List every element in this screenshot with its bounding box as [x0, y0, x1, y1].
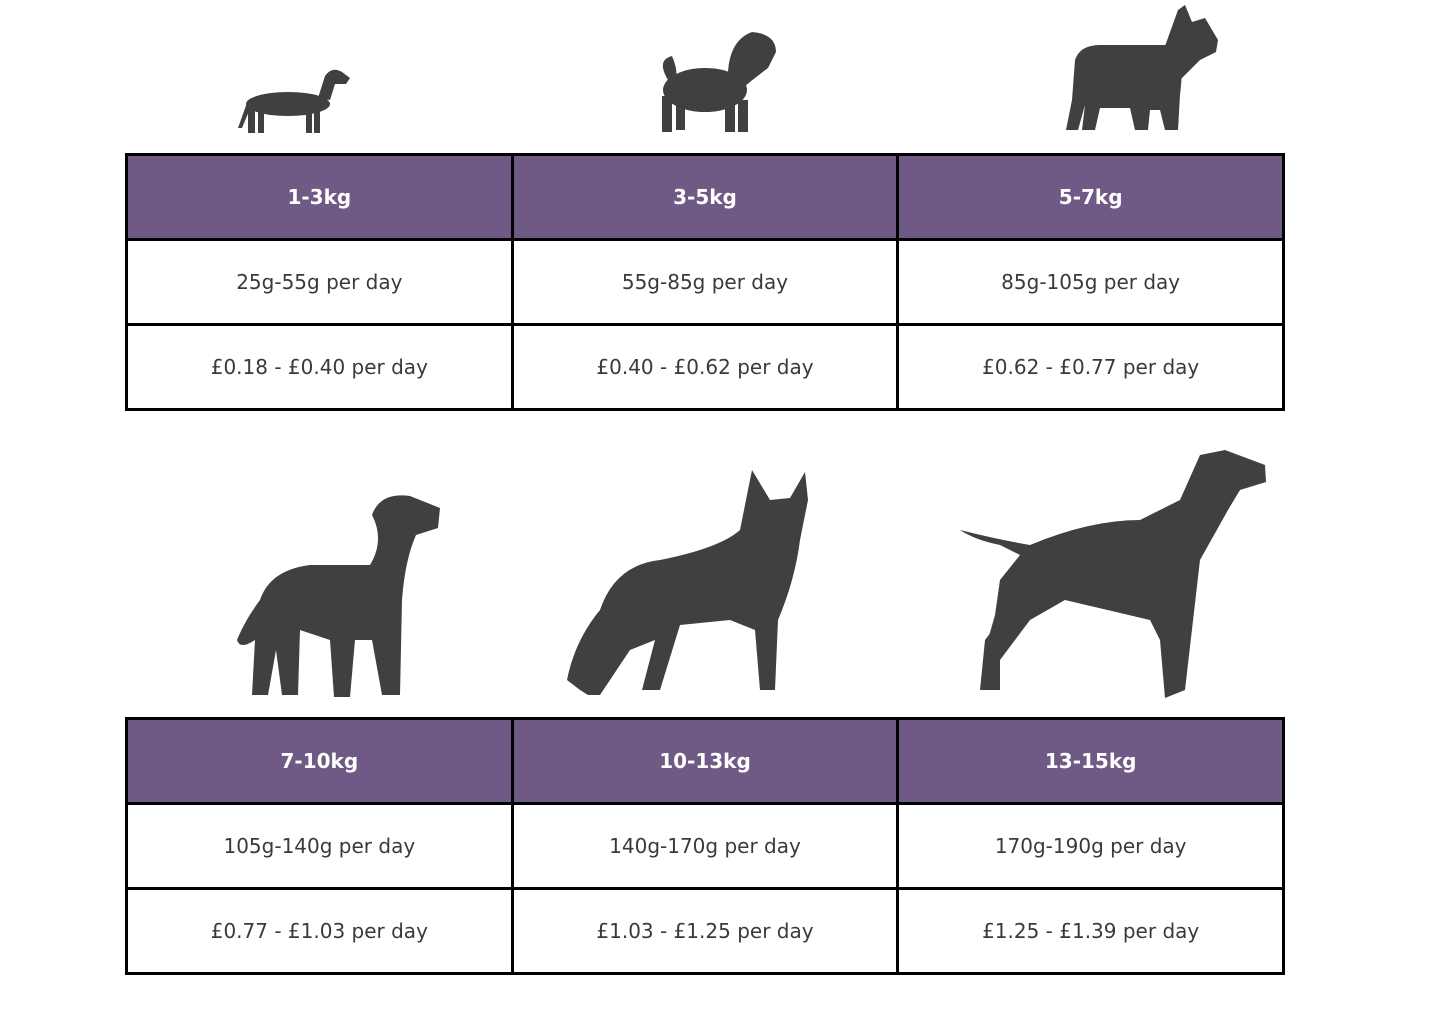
weight-header: 10-13kg [510, 717, 900, 805]
weight-header: 3-5kg [510, 153, 900, 241]
grams-cell: 170g-190g per day [896, 802, 1285, 890]
price-row: £0.18 - £0.40 per day £0.40 - £0.62 per … [125, 323, 1285, 411]
header-row: 1-3kg 3-5kg 5-7kg [125, 153, 1285, 241]
grams-cell: 105g-140g per day [125, 802, 514, 890]
price-cell: £1.03 - £1.25 per day [510, 887, 900, 975]
price-row: £0.77 - £1.03 per day £1.03 - £1.25 per … [125, 887, 1285, 975]
grams-cell: 85g-105g per day [896, 238, 1285, 326]
portion-table: 1-3kg 3-5kg 5-7kg 25g-55g per day 55g-85… [125, 153, 1285, 411]
grams-cell: 55g-85g per day [510, 238, 900, 326]
weight-header: 7-10kg [125, 717, 514, 805]
french-bulldog-silhouette [1066, 5, 1218, 130]
portion-table: 7-10kg 10-13kg 13-15kg 105g-140g per day… [125, 717, 1285, 975]
header-row: 7-10kg 10-13kg 13-15kg [125, 717, 1285, 805]
weight-header: 1-3kg [125, 153, 514, 241]
dachshund-silhouette [238, 69, 350, 133]
weight-header: 5-7kg [896, 153, 1285, 241]
grams-cell: 140g-170g per day [510, 802, 900, 890]
price-cell: £0.40 - £0.62 per day [510, 323, 900, 411]
grams-row: 25g-55g per day 55g-85g per day 85g-105g… [125, 238, 1285, 326]
german-shepherd-silhouette [567, 470, 808, 695]
price-cell: £0.18 - £0.40 per day [125, 323, 514, 411]
grams-row: 105g-140g per day 140g-170g per day 170g… [125, 802, 1285, 890]
weight-header: 13-15kg [896, 717, 1285, 805]
pointer-silhouette [960, 450, 1266, 698]
price-cell: £0.77 - £1.03 per day [125, 887, 514, 975]
price-cell: £0.62 - £0.77 per day [896, 323, 1285, 411]
pug-silhouette [662, 32, 776, 132]
grams-cell: 25g-55g per day [125, 238, 514, 326]
price-cell: £1.25 - £1.39 per day [896, 887, 1285, 975]
spaniel-silhouette [237, 495, 440, 697]
